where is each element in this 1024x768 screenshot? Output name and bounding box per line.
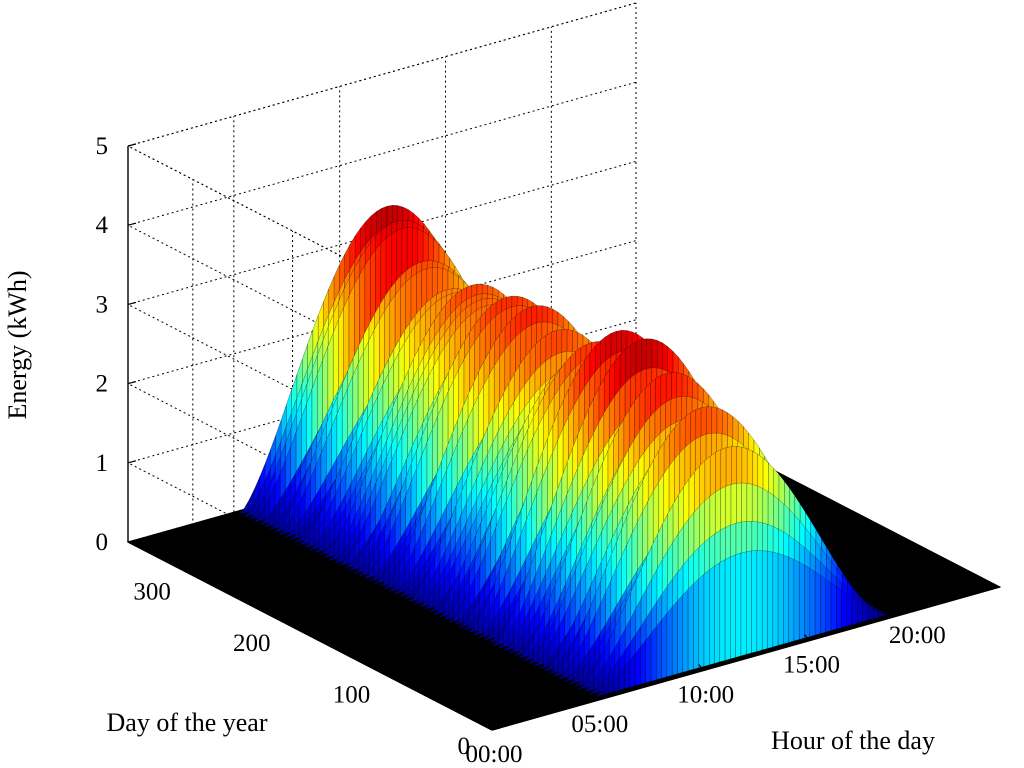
surface-cell xyxy=(656,619,662,681)
surface-cell xyxy=(719,559,726,663)
y-axis-label: Day of the year xyxy=(107,708,268,737)
surface-cell xyxy=(799,561,805,640)
surface-cell xyxy=(846,593,853,627)
surface-cell xyxy=(666,606,673,678)
surface-cell xyxy=(661,612,668,679)
energy-tick-label: 0 xyxy=(96,529,109,556)
surface-cell xyxy=(693,578,699,670)
surface-cell xyxy=(703,569,710,667)
surface-cell xyxy=(767,550,773,649)
surface-cell xyxy=(793,559,800,642)
surface-cell xyxy=(830,582,837,631)
hour-tick-label: 05:00 xyxy=(571,711,628,738)
energy-tick-mark xyxy=(127,222,137,226)
surface-cell xyxy=(740,551,747,657)
hour-tick-label: 10:00 xyxy=(677,681,734,708)
surface-cell xyxy=(762,550,768,651)
energy-tick-mark xyxy=(127,143,137,147)
surface-cell xyxy=(724,556,731,661)
surface-cell xyxy=(687,583,694,672)
energy-tick-label: 2 xyxy=(96,371,109,398)
x-axis-label: Hour of the day xyxy=(771,726,935,755)
surface-cell xyxy=(746,550,752,655)
surface-cell xyxy=(640,639,646,685)
surface-cell xyxy=(751,550,758,654)
surface-cell xyxy=(820,574,826,634)
surface-cell xyxy=(714,562,720,664)
surface-cell xyxy=(735,552,742,658)
surface-cell xyxy=(862,604,869,622)
surface-cell xyxy=(650,626,657,682)
surface-cell xyxy=(677,594,683,675)
surface-cell xyxy=(851,597,858,625)
hour-tick-label: 20:00 xyxy=(889,622,946,649)
surface-cell xyxy=(645,632,652,683)
energy-tick-label: 3 xyxy=(96,291,109,318)
day-tick-label: 200 xyxy=(233,630,271,657)
surface-cell xyxy=(672,600,678,676)
energy-tick-mark xyxy=(127,381,137,385)
surface-cell xyxy=(836,586,842,630)
energy-tick-label: 1 xyxy=(96,450,109,477)
surface-cell xyxy=(243,498,250,514)
energy-tick-mark xyxy=(127,460,137,464)
surface-cell xyxy=(777,553,784,646)
energy-surface xyxy=(238,205,890,698)
surface-cell xyxy=(682,588,689,673)
day-tick-label: 100 xyxy=(333,681,371,708)
surface-cell xyxy=(809,567,816,637)
surface-cell xyxy=(825,578,832,633)
surface-cell xyxy=(756,550,763,652)
hour-tick-label: 15:00 xyxy=(783,652,840,679)
hour-tick-label: 00:00 xyxy=(466,741,523,768)
surface-cell xyxy=(814,571,821,636)
energy-tick-label: 5 xyxy=(96,133,109,160)
surface-cell xyxy=(783,554,789,645)
day-tick-label: 300 xyxy=(133,578,171,605)
surface-cell xyxy=(635,646,641,686)
surface-cell xyxy=(857,600,863,624)
surface-cell xyxy=(841,590,847,628)
surface-cell xyxy=(698,573,705,669)
surface-cell xyxy=(730,554,736,660)
surface-cell xyxy=(772,551,779,648)
z-axis-label: Energy (kWh) xyxy=(3,271,32,420)
surface-cell xyxy=(788,556,795,643)
surface-cell xyxy=(804,564,810,639)
energy-tick-label: 4 xyxy=(96,212,109,239)
energy-tick-mark xyxy=(127,301,137,305)
surface-cell xyxy=(709,565,715,666)
